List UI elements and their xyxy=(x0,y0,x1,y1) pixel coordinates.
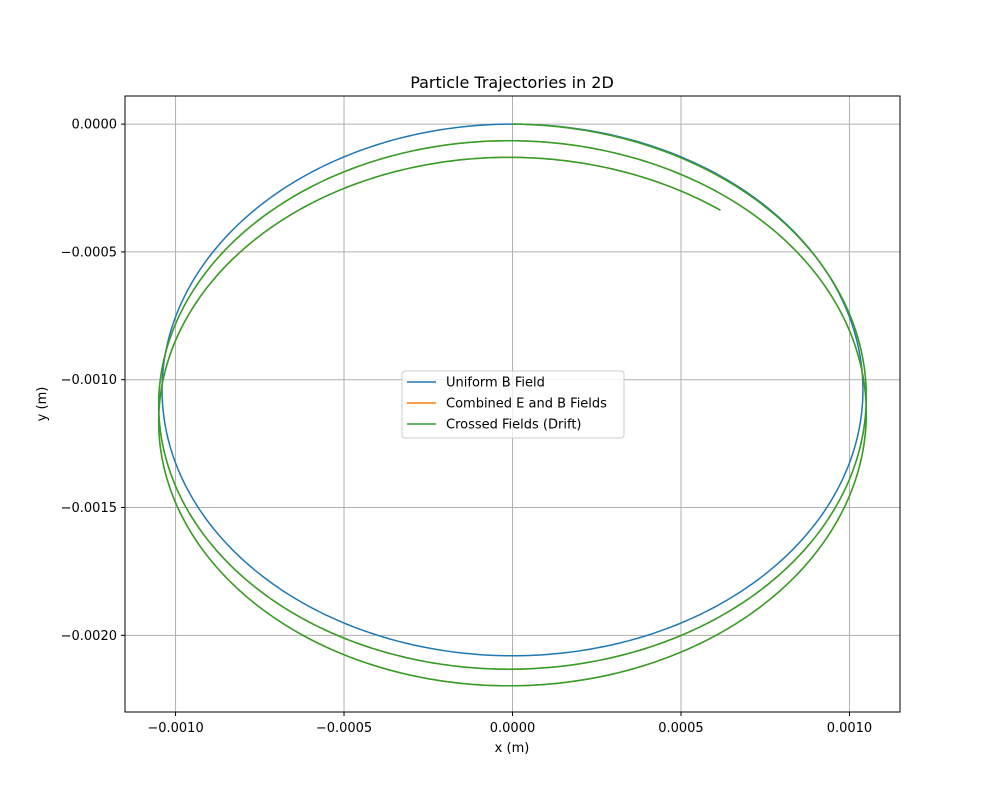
x-axis-label: x (m) xyxy=(495,741,530,756)
legend-label-3: Crossed Fields (Drift) xyxy=(446,418,581,433)
x-tick-label: −0.0005 xyxy=(316,721,372,736)
chart-title: Particle Trajectories in 2D xyxy=(410,73,614,92)
x-tick-label: −0.0010 xyxy=(147,721,203,736)
y-tick-label: −0.0005 xyxy=(61,245,117,260)
y-axis-label: y (m) xyxy=(35,387,50,422)
series-layer xyxy=(157,123,868,687)
legend: Uniform B Field Combined E and B Fields Cr… xyxy=(401,370,625,439)
legend-box xyxy=(401,370,625,439)
y-tick-label: −0.0020 xyxy=(61,629,117,644)
legend-label-2: Combined E and B Fields xyxy=(446,397,607,412)
x-tick-label: 0.0010 xyxy=(827,721,873,736)
series-line-3 xyxy=(157,123,868,687)
y-tick-label: 0.0000 xyxy=(72,118,118,133)
ticks: −0.0010 −0.0005 0.0000 0.0005 0.0010 0.0000 −0… xyxy=(61,118,873,736)
y-tick-label: −0.0015 xyxy=(61,501,117,516)
x-tick-label: 0.0005 xyxy=(658,721,704,736)
legend-label-1: Uniform B Field xyxy=(446,376,545,391)
x-tick-label: 0.0000 xyxy=(490,721,536,736)
y-tick-label: −0.0010 xyxy=(61,373,117,388)
